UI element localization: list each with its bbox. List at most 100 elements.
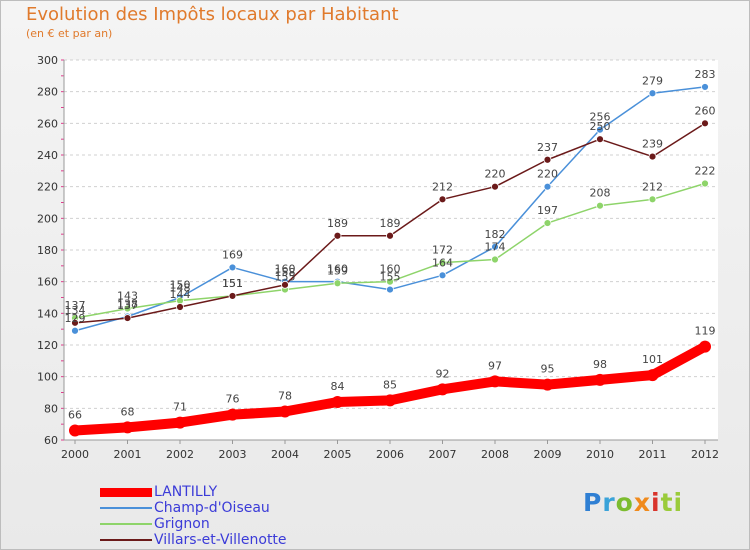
data-point <box>596 135 604 144</box>
legend-item: LANTILLY <box>100 484 287 500</box>
data-label: 189 <box>380 217 401 230</box>
data-label: 160 <box>380 263 401 276</box>
data-point <box>436 383 449 396</box>
data-label: 158 <box>275 266 296 279</box>
data-point <box>438 195 447 204</box>
x-tick-label: 2010 <box>586 448 614 461</box>
data-point <box>491 255 499 264</box>
data-point <box>333 231 342 240</box>
data-point <box>331 396 344 408</box>
data-label: 68 <box>121 405 135 418</box>
data-label: 85 <box>383 378 397 391</box>
data-label: 101 <box>642 353 663 366</box>
data-point <box>648 152 657 161</box>
data-label: 220 <box>537 168 558 181</box>
data-point <box>648 89 657 98</box>
data-point <box>701 119 709 128</box>
y-tick-label: 260 <box>37 117 58 130</box>
data-label: 222 <box>695 165 716 178</box>
data-point <box>69 424 81 437</box>
x-tick-label: 2001 <box>114 448 142 461</box>
x-tick-label: 2009 <box>534 448 562 461</box>
data-label: 137 <box>65 299 86 312</box>
data-point <box>701 179 709 188</box>
data-point <box>71 326 79 335</box>
logo-letter: i <box>651 488 661 517</box>
data-point <box>228 263 237 272</box>
data-label: 148 <box>170 282 191 295</box>
legend-swatch <box>100 487 152 497</box>
x-tick-label: 2005 <box>324 448 352 461</box>
y-tick-label: 140 <box>37 307 58 320</box>
x-tick-label: 2000 <box>61 448 89 461</box>
data-label: 279 <box>642 74 663 87</box>
data-label: 237 <box>537 141 558 154</box>
y-tick-label: 300 <box>37 54 58 67</box>
data-point <box>226 408 239 421</box>
data-label: 160 <box>275 263 296 276</box>
data-point <box>541 378 554 391</box>
data-point <box>543 155 552 164</box>
data-point <box>438 258 447 267</box>
data-point <box>596 125 604 134</box>
data-label: 66 <box>68 409 82 422</box>
legend: LANTILLY Champ-d'Oiseau Grignon Villars-et-… <box>100 484 287 548</box>
y-tick-label: 280 <box>37 86 58 99</box>
data-point <box>174 416 186 429</box>
data-point <box>386 231 394 240</box>
data-label: 250 <box>590 120 611 133</box>
data-label: 150 <box>170 279 191 292</box>
data-label: 98 <box>593 358 607 371</box>
data-point <box>491 182 499 191</box>
y-tick-label: 220 <box>37 181 58 194</box>
legend-label: LANTILLY <box>154 484 218 500</box>
logo-letter: P <box>583 488 603 517</box>
data-label: 159 <box>327 264 348 277</box>
data-point <box>123 314 132 322</box>
legend-label: Villars-et-Villenotte <box>154 532 287 548</box>
data-label: 92 <box>436 367 450 380</box>
data-point <box>228 292 237 300</box>
data-label: 164 <box>432 256 453 269</box>
data-label: 155 <box>380 271 401 284</box>
legend-item: Grignon <box>100 516 287 532</box>
x-tick-label: 2003 <box>219 448 247 461</box>
x-tick-label: 2007 <box>429 448 457 461</box>
logo-letter: r <box>602 488 616 517</box>
data-point <box>543 182 552 191</box>
data-label: 71 <box>173 401 187 414</box>
data-point <box>123 304 132 313</box>
y-tick-label: 120 <box>37 339 58 352</box>
x-tick-label: 2011 <box>639 448 667 461</box>
data-label: 212 <box>642 180 663 193</box>
data-point <box>333 279 342 288</box>
data-point <box>386 277 394 286</box>
data-label: 129 <box>65 312 86 325</box>
y-tick-label: 240 <box>37 149 58 162</box>
data-label: 134 <box>65 304 86 317</box>
legend-swatch <box>100 523 152 525</box>
data-label: 260 <box>695 104 716 117</box>
data-label: 151 <box>222 277 243 290</box>
data-label: 97 <box>488 359 502 372</box>
data-label: 174 <box>485 241 506 254</box>
y-tick-label: 160 <box>37 276 58 289</box>
y-tick-label: 100 <box>37 371 58 384</box>
data-point <box>386 285 394 294</box>
x-tick-label: 2006 <box>376 448 404 461</box>
logo-letter: x <box>633 488 651 517</box>
data-point <box>121 421 134 434</box>
data-point <box>489 375 501 388</box>
logo-letter: ti <box>660 488 684 517</box>
data-point <box>699 340 711 353</box>
data-label: 283 <box>695 68 716 81</box>
data-point <box>543 219 552 227</box>
data-label: 138 <box>117 298 138 311</box>
y-tick-label: 180 <box>37 244 58 257</box>
data-point <box>491 242 499 251</box>
data-label: 172 <box>432 244 453 257</box>
data-label: 119 <box>695 325 716 338</box>
data-point <box>594 373 606 386</box>
data-point <box>71 318 79 327</box>
